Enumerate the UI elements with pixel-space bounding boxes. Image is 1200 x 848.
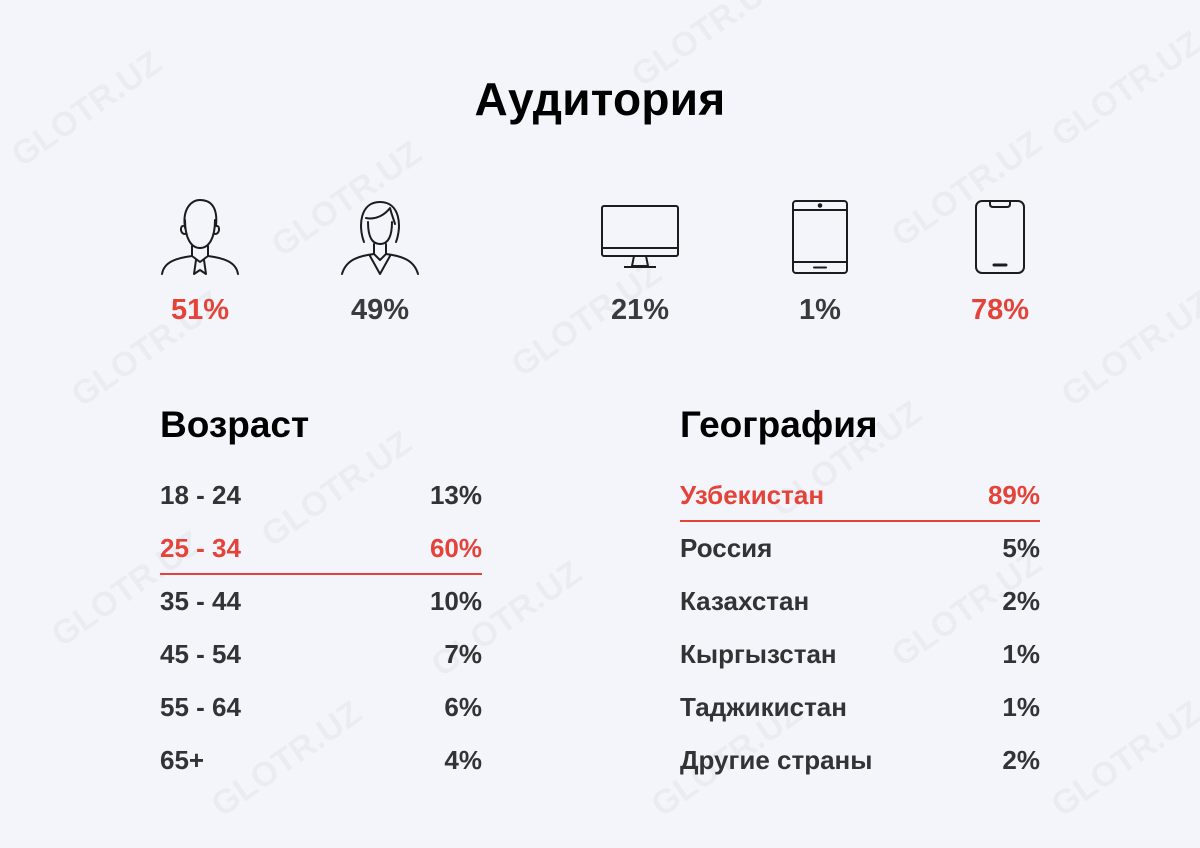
country-percent: 2% (1002, 586, 1040, 616)
age-section-title: Возраст (160, 404, 310, 445)
country-label: Россия (680, 533, 773, 563)
age-label: 18 - 24 (160, 480, 241, 510)
watermark-text: GLOTR.UZ (1045, 694, 1200, 826)
stat-value: 49% (350, 294, 410, 326)
age-row: 55 - 64 6% (160, 692, 482, 732)
age-percent: 4% (444, 745, 482, 775)
country-percent: 89% (987, 480, 1040, 510)
stat-female: 49% (320, 198, 440, 326)
country-percent: 1% (1002, 692, 1040, 722)
tablet-icon (792, 200, 848, 274)
stat-smartphone: 78% (940, 198, 1060, 326)
age-label: 55 - 64 (160, 692, 241, 722)
page-title: Аудитория (474, 73, 726, 125)
stat-value: 21% (610, 294, 670, 326)
stat-desktop: 21% (580, 198, 700, 326)
age-row: 35 - 44 10% (160, 586, 482, 626)
age-percent: 60% (429, 533, 482, 563)
country-label: Казахстан (680, 586, 810, 616)
age-row: 45 - 54 7% (160, 639, 482, 679)
stat-value: 1% (799, 294, 841, 326)
age-label: 65+ (160, 745, 205, 775)
stat-tablet: 1% (760, 198, 880, 326)
country-row: Кыргызстан 1% (680, 639, 1040, 679)
age-percent: 10% (429, 586, 482, 616)
age-row: 25 - 34 60% (160, 533, 482, 575)
age-percent: 7% (444, 639, 482, 669)
age-row: 18 - 24 13% (160, 480, 482, 520)
age-label: 25 - 34 (160, 533, 241, 563)
smartphone-icon (975, 200, 1025, 274)
age-percent: 6% (444, 692, 482, 722)
country-label: Узбекистан (680, 480, 825, 510)
age-row: 65+ 4% (160, 745, 482, 785)
woman-icon (341, 201, 419, 275)
country-row: Россия 5% (680, 533, 1040, 573)
country-label: Другие страны (680, 745, 873, 775)
country-row: Казахстан 2% (680, 586, 1040, 626)
man-icon (161, 199, 239, 275)
country-row: Таджикистан 1% (680, 692, 1040, 732)
geography-section-title: География (680, 404, 878, 445)
age-percent: 13% (429, 480, 482, 510)
country-percent: 1% (1002, 639, 1040, 669)
country-percent: 5% (1002, 533, 1040, 563)
country-label: Таджикистан (680, 692, 847, 722)
country-label: Кыргызстан (680, 639, 837, 669)
age-label: 45 - 54 (160, 639, 241, 669)
country-row: Другие страны 2% (680, 745, 1040, 785)
stat-value: 78% (970, 294, 1030, 326)
stat-value: 51% (170, 294, 230, 326)
age-label: 35 - 44 (160, 586, 241, 616)
country-percent: 2% (1002, 745, 1040, 775)
desktop-monitor-icon (601, 205, 679, 268)
stat-male: 51% (140, 198, 260, 326)
watermark-text: GLOTR.UZ (1055, 284, 1200, 416)
country-row: Узбекистан 89% (680, 480, 1040, 522)
